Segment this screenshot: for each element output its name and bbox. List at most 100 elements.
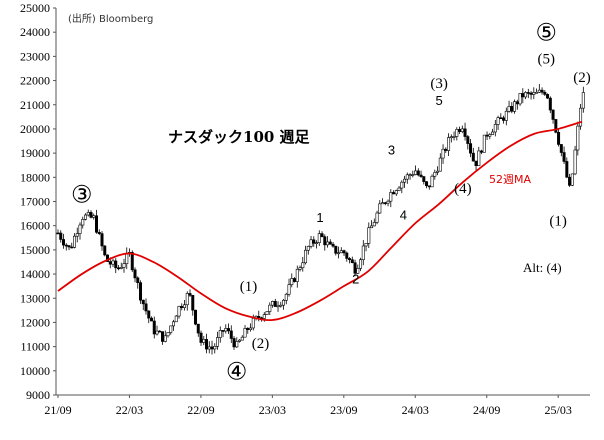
y-tick-label: 20000 — [20, 122, 50, 136]
candle-body — [172, 321, 176, 327]
candle-body — [425, 181, 429, 187]
candle-body — [97, 231, 101, 234]
candle-body — [62, 239, 66, 246]
candle-body — [265, 311, 269, 315]
candle-body — [427, 185, 431, 188]
candle-body — [559, 144, 563, 153]
candle-body — [268, 304, 272, 312]
y-tick-label: 19000 — [20, 146, 50, 160]
candle-body — [89, 212, 93, 218]
candle-body — [117, 267, 121, 270]
candle-body — [147, 310, 151, 319]
y-tick-label: 25000 — [20, 1, 50, 15]
candle-body — [581, 92, 585, 109]
ma52-line — [57, 120, 583, 322]
wave-label: 5 — [435, 93, 442, 108]
candle-body — [474, 160, 478, 166]
candle-body — [155, 330, 159, 335]
candle-body — [238, 339, 242, 342]
candle-body — [304, 249, 308, 264]
candle-body — [386, 200, 390, 204]
candle-body — [301, 262, 305, 269]
candle-body — [227, 328, 231, 332]
candle-body — [262, 314, 266, 319]
wave-label: ④ — [226, 359, 248, 385]
candle-body — [273, 301, 277, 307]
candle-body — [133, 269, 137, 279]
candle-body — [436, 170, 440, 173]
y-tick-label: 9000 — [26, 388, 50, 402]
candle-body — [543, 91, 547, 95]
candle-body — [460, 128, 464, 132]
candle-body — [243, 328, 247, 338]
candle-body — [199, 332, 203, 343]
candle-body — [218, 330, 222, 338]
candle-body — [488, 134, 492, 137]
candle-body — [130, 252, 134, 271]
y-tick-label: 23000 — [20, 49, 50, 63]
candle-body — [444, 148, 448, 151]
candle-body — [312, 239, 316, 244]
candle-body — [328, 241, 332, 245]
candle-body — [152, 320, 156, 335]
candle-body — [557, 131, 561, 145]
candle-body — [419, 174, 423, 177]
y-axis: 9000 10000 11000 12000 13000 14000 15000 16000 1… — [20, 1, 56, 402]
candle-body — [504, 110, 508, 121]
x-tick-label: 21/09 — [44, 403, 71, 417]
candle-body — [526, 92, 530, 94]
candle-body — [485, 134, 489, 137]
candle-body — [535, 91, 539, 94]
candle-body — [81, 219, 85, 226]
candle-body — [298, 267, 302, 270]
candle-body — [400, 181, 404, 189]
wave-label: 3 — [388, 142, 395, 157]
y-tick-label: 15000 — [20, 243, 50, 257]
ma-label: 52週MA — [489, 173, 531, 186]
candle-body — [469, 143, 473, 154]
candle-body — [466, 136, 470, 144]
wave-label: 4 — [400, 208, 407, 223]
candle-body — [540, 89, 544, 93]
candle-body — [323, 236, 327, 246]
x-tick-label: 22/03 — [116, 403, 143, 417]
candle-body — [141, 299, 145, 305]
candle-body — [529, 92, 533, 95]
x-tick-label: 23/09 — [330, 403, 357, 417]
candle-body — [370, 225, 374, 229]
candle-body — [136, 277, 140, 283]
candle-body — [232, 338, 236, 348]
candle-body — [510, 106, 514, 112]
x-tick-label: 23/03 — [259, 403, 286, 417]
candle-body — [458, 129, 462, 132]
candle-body — [86, 212, 90, 216]
candle-body — [163, 335, 167, 342]
candle-body — [375, 212, 379, 223]
candle-body — [367, 227, 371, 244]
candle-body — [353, 262, 357, 274]
candle-body — [411, 174, 415, 176]
candle-body — [309, 239, 313, 247]
candle-body — [67, 245, 71, 248]
candle-body — [284, 293, 288, 301]
candle-body — [306, 246, 310, 251]
candle-body — [64, 244, 68, 247]
candle-body — [92, 215, 96, 218]
candle-body — [114, 260, 118, 269]
wave-annotations: ③ ④ ⑤ (1) (2) 1 2 3 4 (3)5 (4) (5) (1) (2) — [71, 21, 591, 386]
candle-body — [394, 190, 398, 195]
x-tick-label: 25/03 — [545, 403, 572, 417]
candle-body — [161, 331, 165, 342]
candle-body — [185, 293, 189, 306]
candle-body — [251, 318, 255, 329]
candle-body — [507, 106, 511, 112]
candle-body — [315, 242, 319, 245]
candle-body — [119, 267, 123, 269]
candle-body — [70, 246, 74, 249]
candle-body — [430, 175, 434, 188]
wave-label: 1 — [316, 210, 323, 225]
candle-body — [240, 336, 244, 341]
candle-body — [196, 323, 200, 334]
candle-body — [452, 136, 456, 138]
wave-label: ③ — [71, 183, 93, 209]
